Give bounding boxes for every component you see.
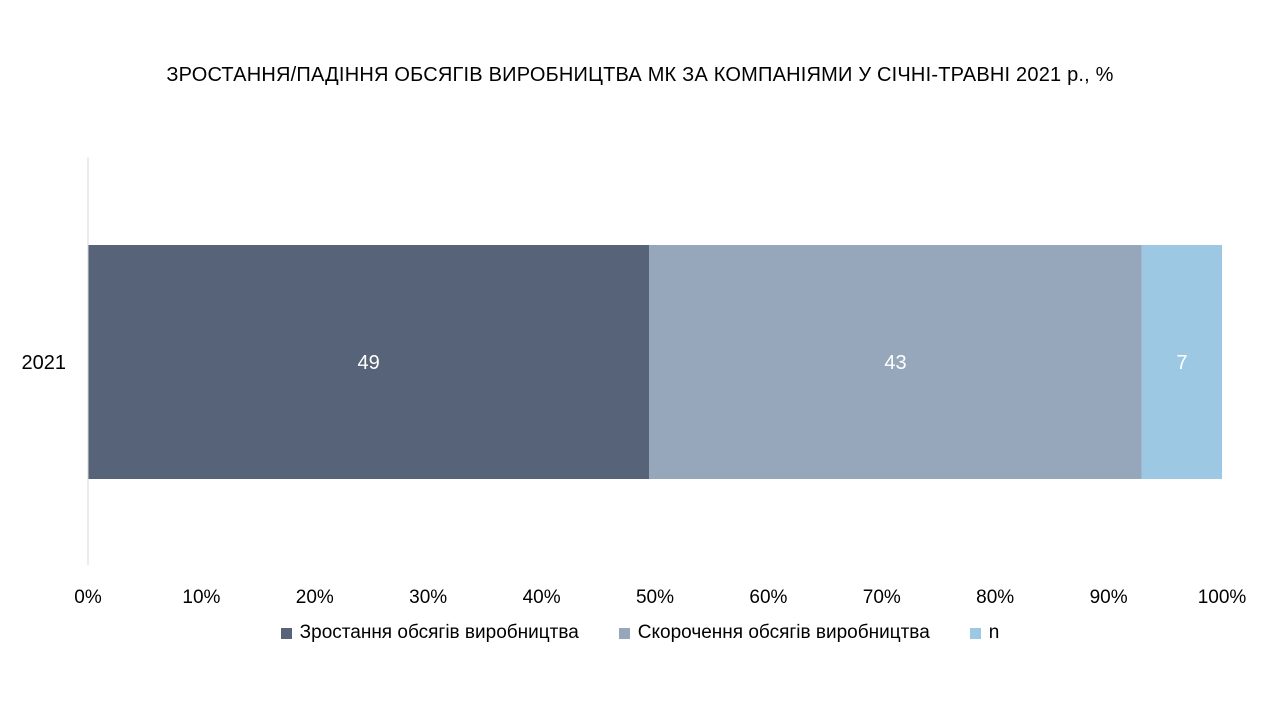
legend-label: Зростання обсягів виробництва (299, 622, 579, 643)
category-label: 2021 (22, 352, 67, 374)
legend-label: n (988, 622, 1000, 643)
data-label: 7 (1176, 352, 1187, 374)
data-label: 43 (884, 352, 906, 374)
x-tick-label: 0% (74, 587, 102, 608)
x-tick-label: 50% (636, 587, 674, 608)
chart-title: ЗРОСТАННЯ/ПАДІННЯ ОБСЯГІВ ВИРОБНИЦТВА МК… (166, 64, 1114, 86)
legend-label: Скорочення обсягів виробництва (637, 622, 930, 643)
bar-segment-3 (1141, 245, 1222, 479)
legend-item-2: Скорочення обсягів виробництва (618, 622, 930, 644)
bar-segment-1 (88, 245, 650, 479)
x-tick-label: 90% (1090, 587, 1128, 608)
x-tick-label: 30% (409, 587, 447, 608)
x-tick-label: 20% (296, 587, 334, 608)
legend-item-3: n (969, 622, 1000, 644)
data-label: 49 (358, 352, 380, 374)
x-tick-label: 40% (523, 587, 561, 608)
x-tick-label: 10% (182, 587, 220, 608)
x-tick-label: 80% (976, 587, 1014, 608)
legend-item-1: Зростання обсягів виробництва (280, 622, 579, 644)
x-tick-label: 60% (749, 587, 787, 608)
legend: Зростання обсягів виробництва Скорочення … (0, 622, 1280, 644)
x-tick-label: 70% (863, 587, 901, 608)
legend-swatch (969, 627, 981, 639)
bar-segment-2 (649, 245, 1142, 479)
x-tick-label: 100% (1198, 587, 1247, 608)
legend-swatch (280, 627, 292, 639)
legend-swatch (618, 627, 630, 639)
